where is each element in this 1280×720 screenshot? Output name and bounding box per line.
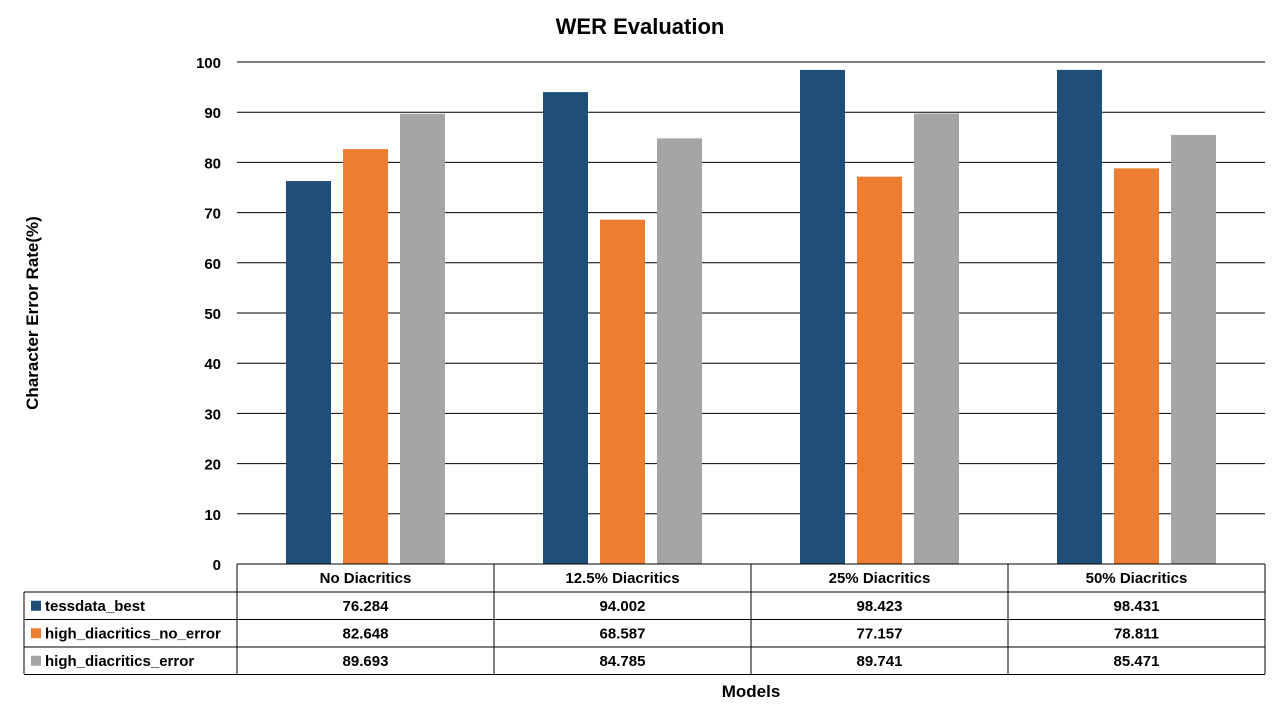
bars — [286, 69, 1216, 565]
bar-high_diacritics_no_error-1 — [600, 219, 645, 565]
bar-high_diacritics_error-1 — [657, 138, 702, 564]
y-tick-label: 70 — [204, 206, 221, 223]
category-label: 12.5% Diacritics — [565, 570, 679, 587]
y-tick-label: 30 — [204, 406, 221, 423]
data-label: 68.587 — [600, 625, 646, 642]
data-label: 77.157 — [857, 625, 903, 642]
data-table: No Diacritics 12.5% Diacritics 25% Diacrit… — [23, 563, 1266, 675]
legend-swatch — [31, 655, 41, 666]
y-tick-label: 60 — [204, 256, 221, 273]
chart-title: WER Evaluation — [556, 14, 725, 39]
category-label: 25% Diacritics — [829, 570, 931, 587]
bar-tessdata_best-1 — [543, 92, 588, 565]
y-tick-labels: 0 10 20 30 40 50 60 70 80 90 100 — [196, 55, 221, 574]
data-label: 98.431 — [1114, 598, 1160, 615]
data-label: 89.693 — [343, 653, 389, 670]
x-axis-label: Models — [722, 682, 781, 701]
bar-high_diacritics_error-2 — [914, 113, 959, 564]
data-label: 78.811 — [1114, 625, 1159, 642]
y-tick-label: 40 — [204, 356, 221, 373]
data-label: 94.002 — [600, 598, 646, 615]
data-label: 76.284 — [343, 598, 390, 615]
bar-high_diacritics_no_error-3 — [1114, 168, 1159, 564]
bar-high_diacritics_error-0 — [400, 113, 445, 564]
data-label: 84.785 — [600, 653, 646, 670]
y-axis-label: Character Error Rate(%) — [23, 216, 42, 410]
y-tick-label: 10 — [204, 507, 221, 524]
legend-label: high_diacritics_error — [45, 653, 194, 670]
y-tick-label: 80 — [204, 155, 221, 172]
legend-label: high_diacritics_no_error — [45, 625, 221, 642]
y-tick-label: 90 — [204, 105, 221, 122]
y-tick-label: 20 — [204, 457, 221, 474]
gridlines — [237, 61, 1265, 515]
bar-tessdata_best-0 — [286, 181, 331, 564]
y-tick-label: 100 — [196, 55, 221, 72]
bar-tessdata_best-2 — [800, 69, 845, 565]
y-tick-label: 0 — [213, 557, 221, 574]
bar-high_diacritics_no_error-0 — [343, 149, 388, 564]
category-label: No Diacritics — [320, 570, 412, 587]
bar-high_diacritics_no_error-2 — [857, 176, 902, 564]
data-label: 82.648 — [343, 625, 389, 642]
bar-tessdata_best-3 — [1057, 69, 1102, 565]
category-label: 50% Diacritics — [1086, 570, 1188, 587]
bar-high_diacritics_error-3 — [1171, 134, 1216, 564]
data-label: 98.423 — [857, 598, 903, 615]
legend-swatch — [31, 600, 41, 611]
legend-swatch — [31, 628, 41, 639]
y-tick-label: 50 — [204, 306, 221, 323]
data-label: 89.741 — [857, 653, 903, 670]
data-label: 85.471 — [1114, 653, 1160, 670]
legend-label: tessdata_best — [45, 598, 145, 615]
